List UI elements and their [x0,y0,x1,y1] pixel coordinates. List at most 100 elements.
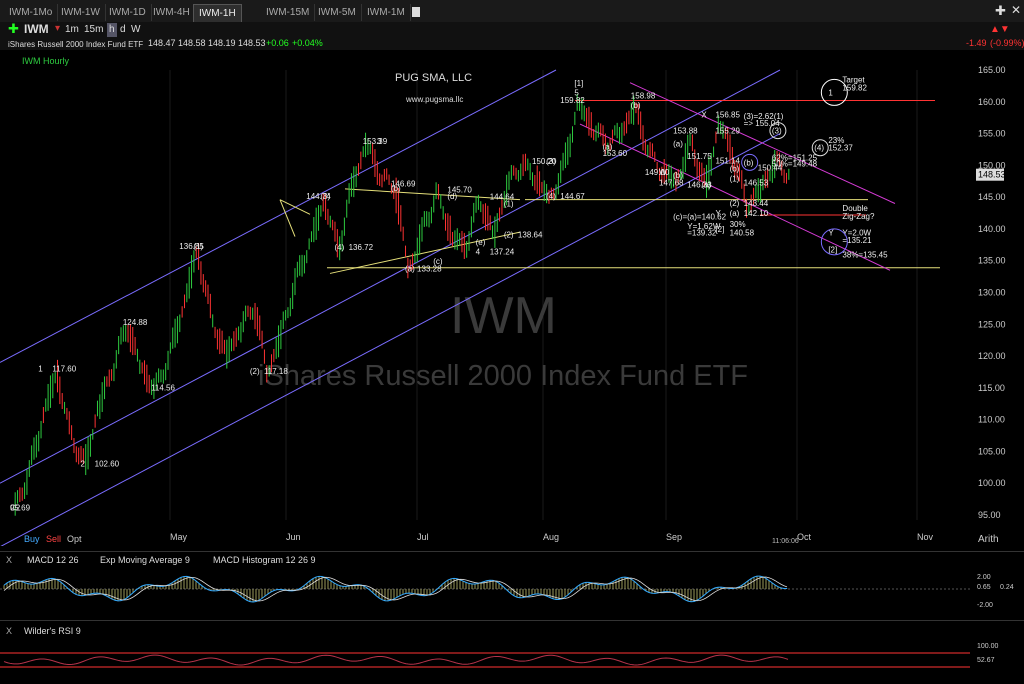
header-pct: (-0.99%) [990,38,1024,48]
price-chart[interactable]: IWM Hourly PUG SMA, LLC www.pugsma.llc I… [0,50,1024,546]
close-icon[interactable]: ✕ [1011,3,1022,17]
y-tick-label: 115.00 [978,383,1005,393]
annotation-label: 149.00 [645,168,670,177]
description: iShares Russell 2000 Index Fund ETF [8,40,144,49]
annotation-label: 145.70 [447,186,472,195]
annotation-label: (4) [335,243,345,252]
hist-legend: MACD Histogram 12 26 9 [213,555,316,565]
y-tick-label: 155.00 [978,129,1006,139]
tab-iwm-1h[interactable]: IWM-1H [193,4,242,22]
wave-circle [820,78,848,106]
time-marker: 11:06:06 [772,538,799,545]
annotation-label: (3) [546,157,556,166]
annotation-label: Y=2.0W [842,228,871,237]
rsi-panel[interactable]: X Wilder's RSI 9 100.00 52.67 [0,620,1024,684]
annotation-label: (4) [814,144,824,153]
annotation-label: 147.68 [659,179,684,188]
annotation-label: 152.37 [828,144,853,153]
new-tab-icon[interactable] [412,7,420,17]
tab-iwm-15m[interactable]: IWM-15M [261,4,316,21]
annotation-label: (c)=(a)=140.62 [673,212,726,221]
annotation-label: 151.14 [715,156,740,165]
annotation-label: 4 [476,247,481,256]
annotation-label: (4) [546,192,556,201]
watermark-symbol: IWM [450,287,557,345]
chevron-down-icon[interactable]: ▾ [55,23,61,34]
quote-low: 148.19 [208,38,236,48]
interval-1m[interactable]: 1m [65,24,79,35]
x-tick-label: Jun [286,532,301,542]
y-tick-label: 160.00 [978,97,1006,107]
macd-close-icon[interactable]: X [6,555,12,565]
quote-high: 148.58 [178,38,206,48]
annotation-label: 114.56 [151,384,175,393]
annotation-label: (b) [391,184,401,193]
scale-mode[interactable]: Arith [978,534,999,545]
annotation-label: [2] [828,245,837,254]
wedge-line [279,199,296,237]
sell-button[interactable]: Sell [46,534,61,544]
annotation-label: =139.32 [687,228,717,237]
annotation-label: (a) [730,209,740,218]
interval-15m[interactable]: 15m [84,24,104,35]
opt-button[interactable]: Opt [67,534,82,544]
annotation-label: 150.44 [758,163,783,172]
annotation-label: (1) [504,200,514,209]
ema-legend: Exp Moving Average 9 [100,555,190,565]
annotation-label: (3) [772,127,782,136]
tab-iwm-1m[interactable]: IWM-1M [362,4,411,21]
annotation-label: (2) [250,367,260,376]
annotation-label: (3) [320,192,330,201]
tab-iwm-1w[interactable]: IWM-1W [56,4,106,21]
y-tick-label: 110.00 [978,415,1005,425]
channel-line [0,69,781,484]
y-tick-label: 165.00 [978,65,1006,75]
interval-d[interactable]: d [120,24,126,35]
buy-button[interactable]: Buy [24,534,40,544]
add-icon[interactable]: ✚ [995,3,1006,18]
alert-icon[interactable]: ▲▼ [990,24,1010,35]
wedge-line [279,199,311,215]
interval-h[interactable]: h [107,23,117,37]
quote-last: 148.53 [238,38,266,48]
macd-axis-top: 2.00 [977,574,991,581]
annotation-label: 146.69 [391,179,416,188]
quote-change: +0.06 [266,38,289,48]
annotation-label: 117.60 [52,364,76,373]
annotation-label: Y [828,228,834,237]
wave-circle [741,153,759,171]
tab-iwm-1mo[interactable]: IWM-1Mo [4,4,59,21]
tab-iwm-5m[interactable]: IWM-5M [313,4,362,21]
y-tick-label: 130.00 [978,288,1006,298]
interval-w[interactable]: W [131,24,141,35]
rsi-legend: Wilder's RSI 9 [24,626,81,636]
annotation-label: Double [842,204,868,213]
annotation-label: 151.75 [687,152,712,161]
annotation-label: 38%=135.45 [842,251,888,260]
wave-circle [811,139,829,157]
annotation-label: [1] [574,79,583,88]
rsi-close-icon[interactable]: X [6,626,12,636]
y-tick-label: 135.00 [978,256,1006,266]
y-tick-label: 120.00 [978,351,1006,361]
annotation-label: 5 [574,88,579,97]
macd-legend: MACD 12 26 [27,555,79,565]
annotation-label: 159.82 [842,83,867,92]
tab-iwm-1d[interactable]: IWM-1D [104,4,152,21]
annotation-label: 153.60 [603,149,628,158]
y-tick-label: 125.00 [978,319,1006,329]
symbol-input[interactable]: IWM [24,22,49,36]
quote-bar: iShares Russell 2000 Index Fund ETF 148.… [0,38,1024,50]
x-tick-label: Jul [417,532,429,542]
symbol-toolbar: ✚ IWM ▾ 1m 15m h d W ▲▼ [0,22,1024,38]
y-tick-label: 95.00 [978,510,1001,520]
annotation-label: 50%=149.48 [772,160,818,169]
annotation-label: (e) [476,238,486,247]
channel-line [0,69,557,363]
annotation-label: Target [842,76,865,85]
macd-axis-val2: 0.24 [1000,584,1014,591]
add-symbol-icon[interactable]: ✚ [8,21,19,36]
tab-iwm-4h[interactable]: IWM-4H [148,4,196,21]
macd-panel[interactable]: X MACD 12 26 Exp Moving Average 9 MACD H… [0,551,1024,617]
annotation-label: 155.29 [715,127,740,136]
